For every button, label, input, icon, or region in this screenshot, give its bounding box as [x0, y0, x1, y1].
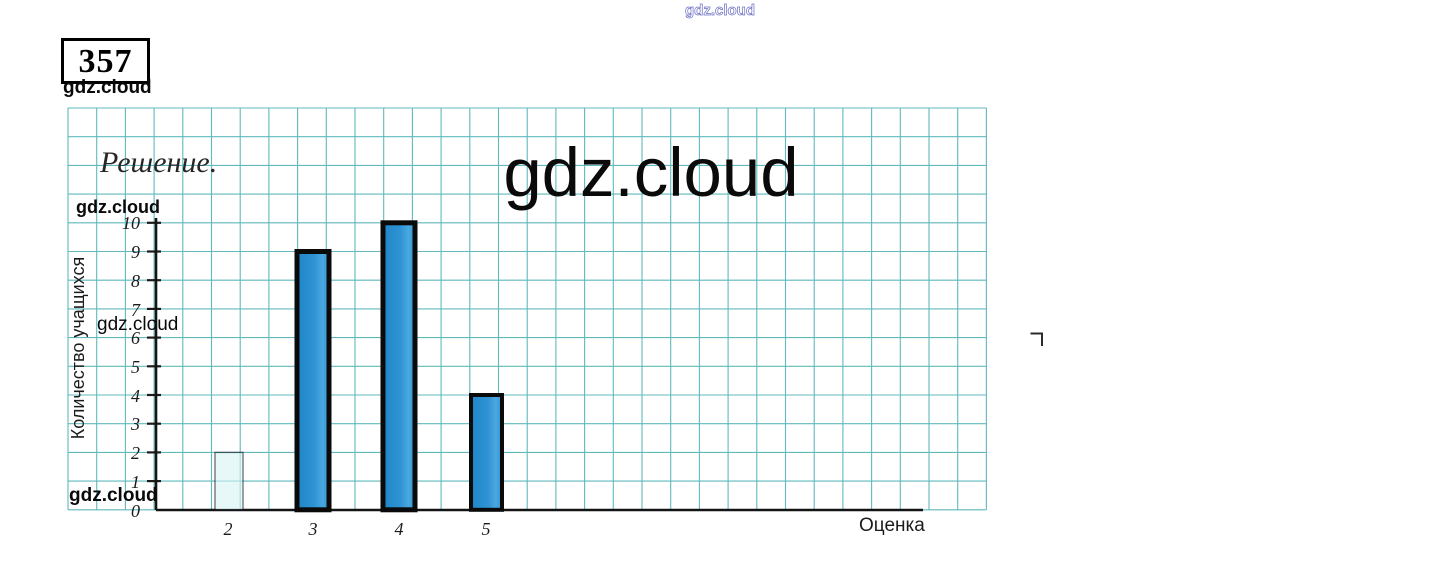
svg-text:2: 2: [131, 443, 140, 463]
svg-text:4: 4: [131, 386, 140, 406]
svg-text:gdz.cloud: gdz.cloud: [69, 485, 158, 506]
svg-text:3: 3: [130, 414, 140, 434]
svg-text:Количество учащихся: Количество учащихся: [68, 257, 88, 439]
svg-text:gdz.cloud: gdz.cloud: [503, 134, 798, 211]
svg-text:5: 5: [482, 519, 491, 539]
svg-text:4: 4: [395, 519, 404, 539]
svg-text:gdz.cloud: gdz.cloud: [97, 314, 178, 335]
svg-text:gdz.cloud: gdz.cloud: [76, 197, 160, 217]
svg-text:Решение.: Решение.: [99, 146, 217, 179]
svg-text:Оценка: Оценка: [859, 515, 925, 536]
svg-text:2: 2: [224, 519, 233, 539]
svg-text:5: 5: [131, 357, 140, 377]
svg-text:3: 3: [308, 519, 318, 539]
svg-text:8: 8: [131, 271, 140, 291]
svg-text:9: 9: [131, 242, 140, 262]
